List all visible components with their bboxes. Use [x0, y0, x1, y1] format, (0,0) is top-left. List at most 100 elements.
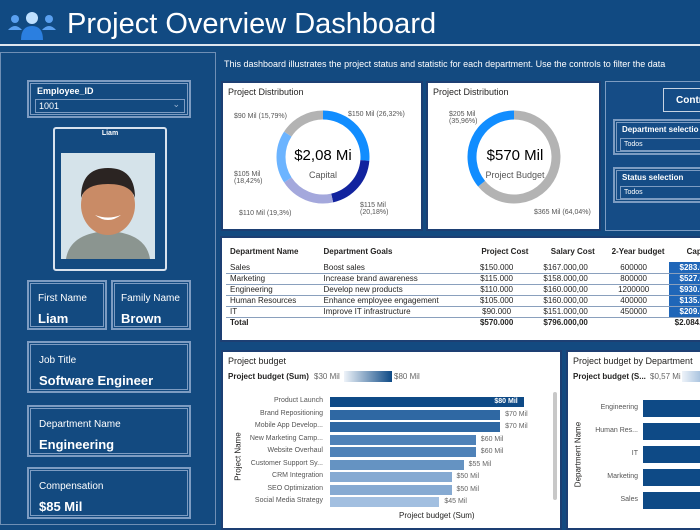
table-cell: $110.000 — [461, 284, 533, 295]
bar-category-label: Social Media Strategy — [223, 497, 323, 504]
slice-label: $365 Mil (64,04%) — [534, 209, 591, 216]
bar-category-label: CRM Integration — [223, 472, 323, 479]
first-name-card: First Name Liam — [27, 280, 107, 330]
table-cell: Develop new products — [320, 284, 461, 295]
column-header[interactable]: Salary Cost — [532, 240, 598, 262]
employee-id-dropdown[interactable]: 1001 ⌄ — [35, 99, 185, 113]
bar[interactable] — [330, 435, 476, 445]
table-cell: $135.0 — [669, 295, 700, 306]
job-title-value: Software Engineer — [39, 373, 153, 388]
bar[interactable] — [643, 446, 700, 463]
status-dropdown[interactable]: Todos — [620, 186, 700, 199]
bar[interactable] — [330, 460, 464, 470]
donut-slice[interactable] — [288, 115, 323, 134]
employee-id-slicer: Employee_ID 1001 ⌄ — [27, 80, 191, 118]
bar[interactable] — [330, 497, 439, 507]
bar-value-label: $50 Mil — [457, 486, 480, 493]
budget-by-department-card: Project budget by Department Project bud… — [566, 350, 700, 530]
bar-value-label: $80 Mil — [494, 398, 517, 405]
department-value: Engineering — [39, 437, 114, 452]
total-cell — [599, 317, 669, 328]
donut-center-value: $570 Mil — [470, 147, 560, 164]
donut-center-label: Capital — [278, 170, 368, 180]
table-header-row: Department Name Department Goals Project… — [226, 240, 700, 262]
table-cell: Human Resources — [226, 295, 320, 306]
bar[interactable] — [643, 400, 700, 417]
table-cell: IT — [226, 306, 320, 317]
donut-center-label: Project Budget — [465, 170, 565, 180]
first-name-value: Liam — [38, 311, 68, 326]
table-cell: Improve IT infrastructure — [320, 306, 461, 317]
family-name-card: Family Name Brown — [111, 280, 191, 330]
total-cell: $796.000,00 — [532, 317, 598, 328]
slice-label: $90 Mil (15,79%) — [234, 113, 287, 120]
slicer-label: Status selection — [622, 173, 683, 182]
status-selection-slicer: Status selection Todos — [613, 167, 700, 203]
table-cell: $90.000 — [461, 306, 533, 317]
bar-category-label: Mobile App Develop... — [223, 422, 323, 429]
family-name-label: Family Name — [121, 293, 180, 304]
bar-value-label: $60 Mil — [481, 448, 504, 455]
compensation-value: $85 Mil — [39, 499, 82, 514]
bar[interactable] — [330, 410, 500, 420]
department-dropdown[interactable]: Todos — [620, 138, 700, 151]
bar[interactable] — [643, 423, 700, 440]
table-cell: $115.000 — [461, 273, 533, 284]
bar[interactable] — [643, 492, 700, 509]
table-cell: $160.000,00 — [532, 295, 598, 306]
family-name-value: Brown — [121, 311, 161, 326]
slice-label: $115 Mil (20,18%) — [360, 202, 398, 216]
table-cell: Engineering — [226, 284, 320, 295]
table-total-row: Total$570.000$796.000,00$2.084.( — [226, 317, 700, 328]
column-header[interactable]: Department Name — [226, 240, 320, 262]
bar[interactable] — [330, 485, 452, 495]
photo-card: Liam — [53, 127, 167, 271]
compensation-label: Compensation — [39, 481, 103, 492]
bar[interactable] — [330, 422, 500, 432]
column-header[interactable]: Project Cost — [461, 240, 533, 262]
first-name-label: First Name — [38, 293, 87, 304]
department-selection-slicer: Department selectio Todos — [613, 119, 700, 155]
bar-category-label: Marketing — [538, 473, 638, 480]
table-cell: Boost sales — [320, 262, 461, 273]
bar-value-label: $70 Mil — [505, 411, 528, 418]
chevron-down-icon: ⌄ — [172, 99, 180, 110]
table-cell: $527.0 — [669, 273, 700, 284]
column-header[interactable]: Department Goals — [320, 240, 461, 262]
bar[interactable] — [643, 469, 700, 486]
department-card: Department Name Engineering — [27, 405, 191, 457]
header-bar: Project Overview Dashboard — [0, 0, 700, 46]
compensation-card: Compensation $85 Mil — [27, 467, 191, 519]
table-cell: $283.0 — [669, 262, 700, 273]
department-label: Department Name — [39, 419, 121, 430]
column-header[interactable]: Capi — [669, 240, 700, 262]
total-cell — [320, 317, 461, 328]
donut-capital-card: Project Distribution $2,08 Mi Capital $1… — [221, 81, 423, 231]
bar[interactable] — [330, 472, 452, 482]
bar-category-label: New Marketing Camp... — [223, 435, 323, 442]
table-cell: $160.000,00 — [532, 284, 598, 295]
total-cell: Total — [226, 317, 320, 328]
department-table: Department Name Department Goals Project… — [220, 236, 700, 342]
controls-button[interactable]: Contr — [663, 88, 700, 112]
job-title-card: Job Title Software Engineer — [27, 341, 191, 393]
bar[interactable] — [330, 447, 476, 457]
total-cell: $2.084.( — [669, 317, 700, 328]
bar-value-label: $45 Mil — [444, 498, 467, 505]
people-icon — [6, 10, 58, 40]
bar-value-label: $50 Mil — [457, 473, 480, 480]
donut-center-value: $2,08 Mi — [278, 147, 368, 164]
column-header[interactable]: 2-Year budget — [599, 240, 669, 262]
table-cell: $167.000,00 — [532, 262, 598, 273]
donut-slice[interactable] — [288, 180, 332, 199]
slice-label: $150 Mil (26,32%) — [348, 111, 405, 118]
slicer-label: Employee_ID — [37, 86, 94, 96]
bar-value-label: $55 Mil — [469, 461, 492, 468]
